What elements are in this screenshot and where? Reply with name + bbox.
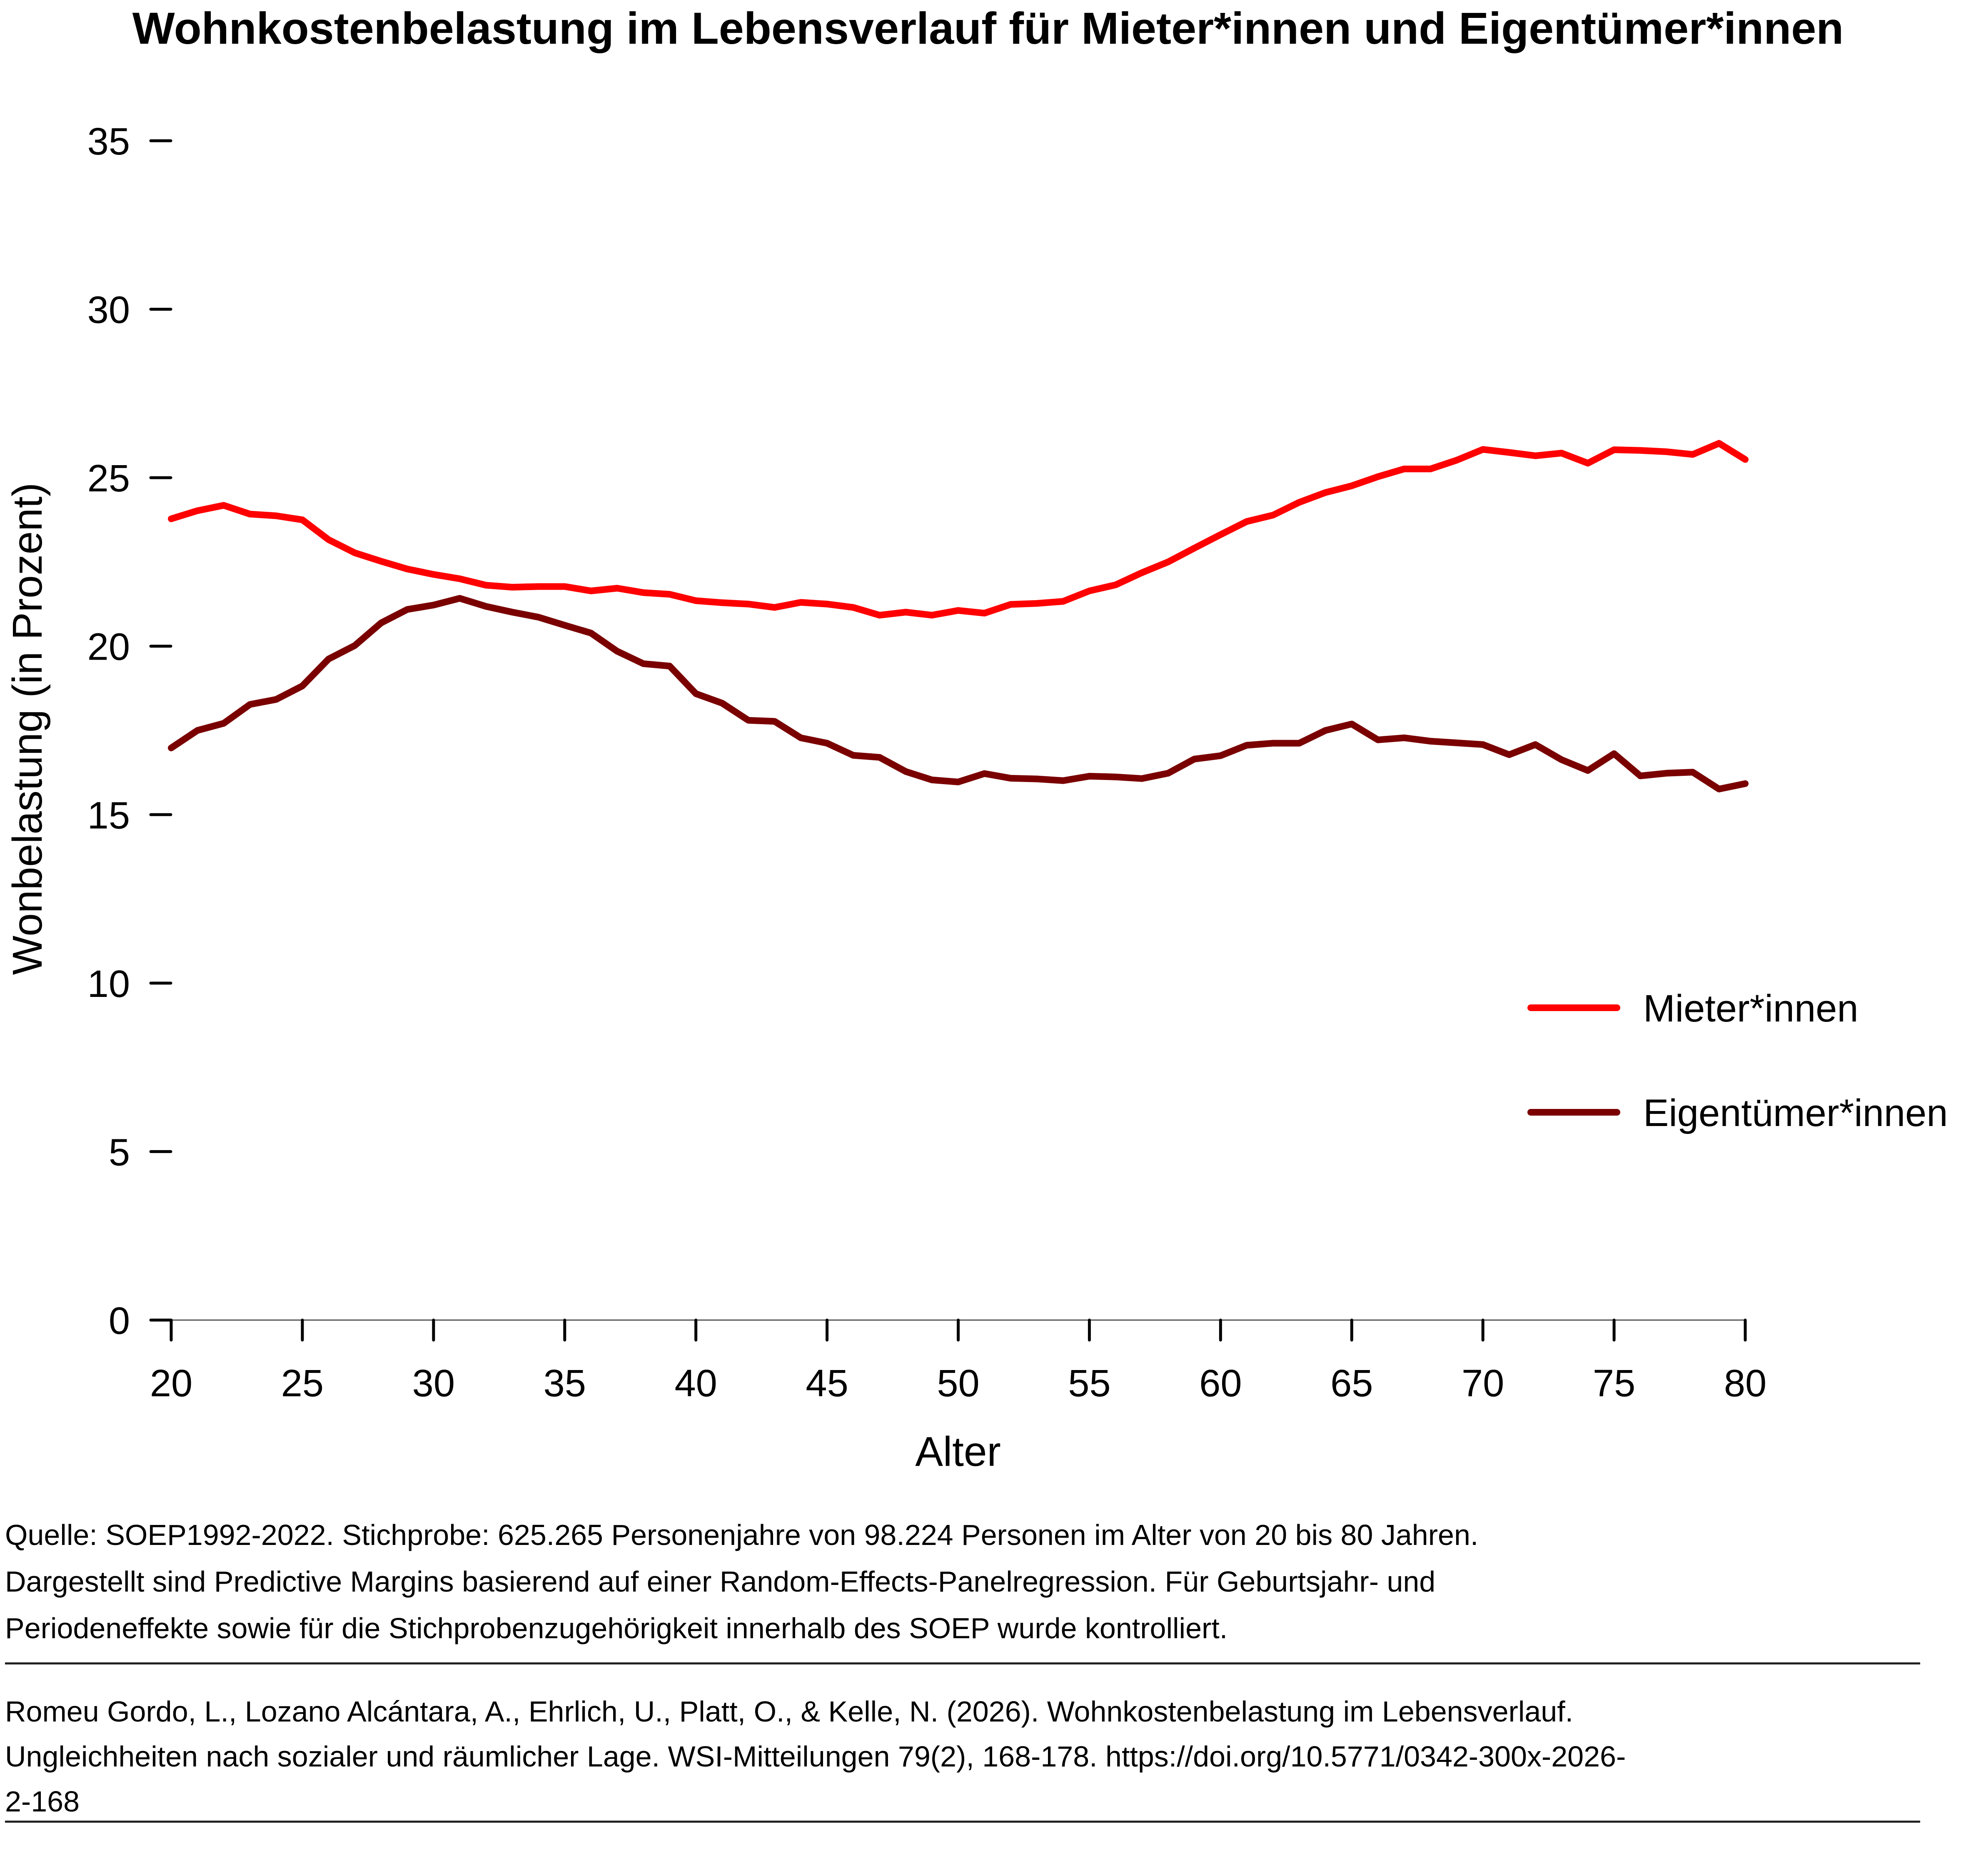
citation-line-3: 2-168 xyxy=(5,1785,80,1818)
y-tick-label: 35 xyxy=(87,120,130,163)
x-tick-label: 30 xyxy=(412,1362,455,1405)
x-tick-label: 35 xyxy=(544,1362,586,1405)
y-tick-label: 25 xyxy=(87,457,130,500)
citation-line-1: Romeu Gordo, L., Lozano Alcántara, A., E… xyxy=(5,1695,1574,1728)
x-tick-label: 50 xyxy=(937,1362,979,1405)
x-tick-label: 70 xyxy=(1462,1362,1504,1405)
x-tick-label: 80 xyxy=(1724,1362,1766,1405)
y-axis-title: Wonbelastung (in Prozent) xyxy=(4,483,51,975)
x-tick-label: 65 xyxy=(1330,1362,1373,1405)
x-axis: 20 25 30 35 40 45 50 55 60 65 70 75 80 xyxy=(150,1318,1766,1405)
legend-label: Mieter*innen xyxy=(1643,987,1859,1030)
series-line-mieter xyxy=(168,440,1749,619)
x-tick-label: 45 xyxy=(806,1362,848,1405)
legend-label: Eigentümer*innen xyxy=(1643,1092,1948,1134)
x-tick-label: 25 xyxy=(281,1362,324,1405)
footer-divider-top xyxy=(5,1662,1920,1664)
x-tick-label: 75 xyxy=(1593,1362,1635,1405)
series-layer xyxy=(168,440,1749,792)
x-tick-label: 60 xyxy=(1199,1362,1242,1405)
line-chart: 0 5 10 15 20 25 30 35 20 25 30 35 40 45 50 55 60 65 70 75 8… xyxy=(4,120,1948,1475)
source-note-line-1: Quelle: SOEP1992-2022. Stichprobe: 625.2… xyxy=(5,1519,1479,1551)
y-tick-label: 15 xyxy=(87,794,130,837)
source-note-line-3: Periodeneffekte sowie für die Stichprobe… xyxy=(5,1612,1228,1644)
y-tick-label: 0 xyxy=(109,1300,130,1342)
source-note-line-2: Dargestellt sind Predictive Margins basi… xyxy=(5,1565,1436,1598)
x-tick-label: 40 xyxy=(674,1362,717,1405)
x-tick-label: 20 xyxy=(150,1362,192,1405)
footer-divider-bottom xyxy=(5,1821,1920,1823)
y-tick-label: 10 xyxy=(87,963,130,1005)
x-tick-label: 55 xyxy=(1068,1362,1110,1405)
chart-title: Wohnkostenbelastung im Lebensverlauf für… xyxy=(132,3,1844,53)
legend: Mieter*innen Eigentümer*innen xyxy=(1527,987,1948,1134)
x-axis-title: Alter xyxy=(915,1428,1001,1475)
y-tick-label: 5 xyxy=(109,1131,130,1173)
series-line-eigentuemer xyxy=(168,595,1749,792)
y-axis: 0 5 10 15 20 25 30 35 xyxy=(87,120,172,1342)
citation-line-2: Ungleichheiten nach sozialer und räumlic… xyxy=(5,1740,1626,1773)
y-tick-label: 30 xyxy=(87,289,130,331)
y-tick-label: 20 xyxy=(87,626,130,668)
